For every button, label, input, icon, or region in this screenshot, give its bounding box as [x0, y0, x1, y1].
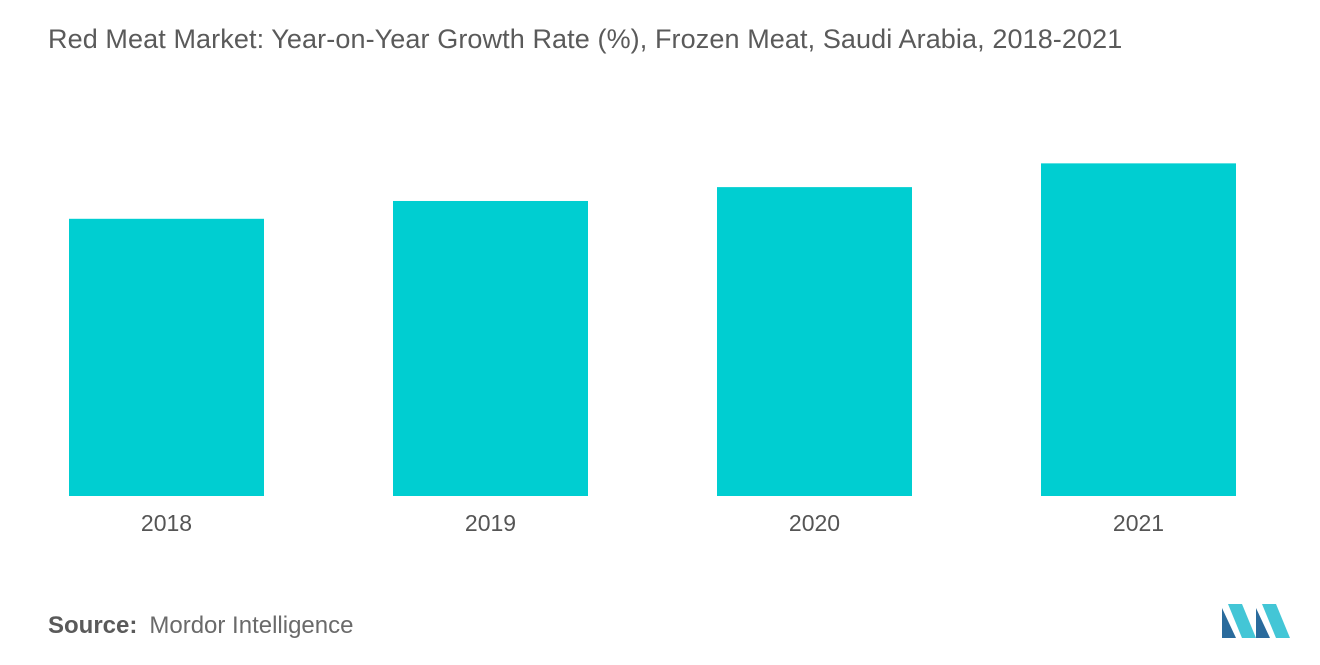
x-tick-label-2020: 2020 — [789, 510, 840, 536]
bar-2018 — [69, 218, 264, 497]
source-label: Source: — [48, 612, 138, 639]
source-note: Source: Mordor Intelligence — [48, 612, 353, 640]
mordor-intelligence-logo-icon — [1222, 604, 1290, 638]
bars-group — [69, 163, 1236, 497]
bar-2021 — [1041, 163, 1236, 497]
source-value: Mordor Intelligence — [149, 612, 354, 639]
chart-title: Red Meat Market: Year-on-Year Growth Rat… — [48, 24, 1123, 54]
bar-2019 — [393, 200, 588, 497]
x-axis-ticks: 2018 2019 2020 2021 — [141, 510, 1164, 536]
x-tick-label-2019: 2019 — [465, 510, 516, 536]
x-tick-label-2018: 2018 — [141, 510, 192, 536]
bar-2020 — [717, 187, 912, 496]
x-tick-label-2021: 2021 — [1113, 510, 1164, 536]
